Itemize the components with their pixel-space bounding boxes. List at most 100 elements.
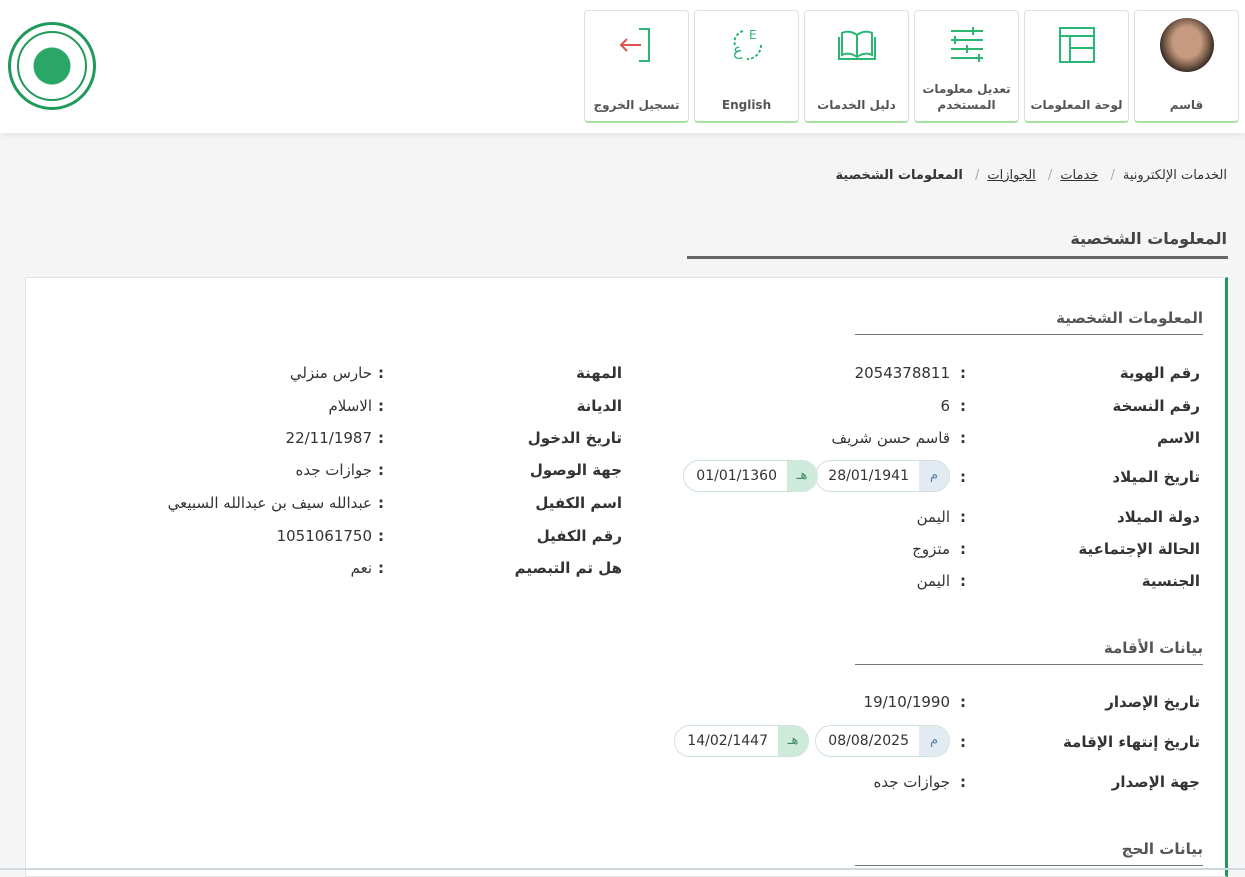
hijri-tag: هـ: [778, 726, 808, 756]
dashboard-icon: [1025, 25, 1128, 65]
colon: :: [960, 572, 966, 590]
field-label: الاسم: [1157, 429, 1200, 447]
nav-label: دليل الخدمات: [817, 98, 896, 112]
field-value: 1051061750: [276, 527, 372, 545]
colon: :: [960, 364, 966, 382]
field-value: 22/11/1987: [285, 429, 372, 447]
breadcrumb: الخدمات الإلكترونية/ خدمات/ الجوازات/ ال…: [835, 168, 1228, 183]
svg-text:ع: ع: [733, 40, 743, 60]
section-hajj-title: بيانات الحج: [855, 840, 1203, 866]
nav-button-1[interactable]: لوحة المعلومات: [1024, 10, 1129, 123]
field-label: الديانة: [576, 397, 622, 415]
section-personal-title: المعلومات الشخصية: [855, 309, 1203, 335]
field-label: اسم الكفيل: [535, 494, 622, 512]
breadcrumb-home[interactable]: الخدمات الإلكترونية: [1122, 168, 1227, 183]
field-label: رقم الهوية: [1119, 364, 1200, 382]
gregorian-date: 08/08/2025: [828, 733, 909, 749]
book-icon: [805, 25, 908, 65]
field-value: اليمن: [916, 572, 950, 590]
info-row: تاريخ الدخول:22/11/1987: [26, 426, 1225, 450]
nav-label: قاسم: [1169, 98, 1204, 112]
user-avatar: [1135, 18, 1238, 72]
field-value: نعم: [350, 559, 372, 577]
hijri-date: 14/02/1447: [687, 733, 768, 749]
field-value: 2054378811: [854, 364, 950, 382]
colon: :: [378, 461, 384, 479]
colon: :: [378, 364, 384, 382]
field-value: جوازات جده: [873, 773, 951, 791]
svg-text:E: E: [749, 28, 757, 42]
field-label: رقم النسخة: [1112, 397, 1200, 415]
colon: :: [378, 397, 384, 415]
field-value: الاسلام: [328, 397, 372, 415]
info-row: دولة الميلاد: اليمن: [26, 505, 1225, 529]
nav-button-5[interactable]: تسجيل الخروج: [584, 10, 689, 123]
page-title: المعلومات الشخصية: [1070, 229, 1227, 248]
info-row: هل تم التبصيم: نعم: [26, 556, 1225, 580]
field-label: الجنسية: [1141, 572, 1200, 590]
info-row: الاسم: قاسم حسن شريف: [26, 426, 1225, 450]
breadcrumb-current: المعلومات الشخصية: [835, 168, 963, 183]
gregorian-date-field[interactable]: م 08/08/2025: [815, 725, 950, 757]
colon: :: [960, 508, 966, 526]
footer-line: [0, 868, 1245, 870]
info-row: الحالة الإجتماعية: متزوج: [26, 537, 1225, 561]
info-row: الجنسية: اليمن: [26, 569, 1225, 593]
hijri-date: 01/01/1360: [696, 468, 777, 484]
field-value: حارس منزلي: [289, 364, 372, 382]
nav-button-0[interactable]: قاسم: [1134, 10, 1239, 123]
info-row: جهة الوصول: جوازات جده: [26, 458, 1225, 482]
sliders-icon: [915, 25, 1018, 65]
field-label: تاريخ الإصدار: [1105, 693, 1200, 711]
nav-label: تسجيل الخروج: [593, 98, 680, 112]
gregorian-date: 28/01/1941: [828, 468, 909, 484]
colon: :: [960, 733, 966, 751]
field-value: اليمن: [916, 508, 950, 526]
field-label: المهنة: [576, 364, 622, 382]
field-value: عبدالله سيف بن عبدالله السبيعي: [167, 494, 372, 512]
field-label: دولة الميلاد: [1116, 508, 1200, 526]
hijri-date-field[interactable]: هـ 14/02/1447: [674, 725, 809, 757]
field-label: رقم الكفيل: [536, 527, 622, 545]
colon: :: [960, 397, 966, 415]
info-row: تاريخ إنتهاء الإقامة: م 08/08/2025 هـ 14/02/…: [26, 725, 1225, 757]
info-row: جهة الإصدار: جوازات جده: [26, 770, 1225, 794]
colon: :: [378, 494, 384, 512]
info-row: اسم الكفيل: عبدالله سيف بن عبدالله السبيع…: [26, 491, 1225, 515]
nav-label: تعديل معلومات المستخدم: [922, 82, 1011, 112]
info-row: الديانة: الاسلام: [26, 394, 1225, 418]
info-card: المعلومات الشخصية بيانات الأقامة بيانات …: [25, 277, 1228, 877]
saudi-emblem-logo: [8, 22, 96, 110]
breadcrumb-passports[interactable]: الجوازات: [987, 168, 1036, 183]
gregorian-date-field[interactable]: م 28/01/1941: [815, 460, 950, 492]
field-label: تاريخ الميلاد: [1112, 468, 1200, 486]
nav-label: لوحة المعلومات: [1030, 98, 1123, 112]
field-label: تاريخ إنتهاء الإقامة: [1062, 733, 1200, 751]
colon: :: [378, 527, 384, 545]
info-row: رقم الكفيل:1051061750: [26, 524, 1225, 548]
nav-button-3[interactable]: دليل الخدمات: [804, 10, 909, 123]
info-row: المهنة: حارس منزلي: [26, 361, 1225, 385]
field-value: 6: [940, 397, 950, 415]
colon: :: [378, 559, 384, 577]
colon: :: [960, 540, 966, 558]
nav-label: English: [721, 98, 772, 112]
nav-button-2[interactable]: تعديل معلومات المستخدم: [914, 10, 1019, 123]
hijri-tag: هـ: [787, 461, 817, 491]
gregorian-tag: م: [919, 461, 949, 491]
field-value: جوازات جده: [295, 461, 373, 479]
field-value: 19/10/1990: [863, 693, 950, 711]
field-label: هل تم التبصيم: [514, 559, 622, 577]
section-residence-title: بيانات الأقامة: [855, 639, 1203, 665]
hijri-date-field[interactable]: هـ 01/01/1360: [683, 460, 818, 492]
field-label: جهة الإصدار: [1111, 773, 1200, 791]
breadcrumb-services[interactable]: خدمات: [1060, 168, 1099, 183]
info-row: رقم الهوية:2054378811: [26, 361, 1225, 385]
field-label: الحالة الإجتماعية: [1078, 540, 1200, 558]
gregorian-tag: م: [919, 726, 949, 756]
logout-icon: [585, 25, 688, 65]
title-underline: [687, 256, 1228, 259]
nav-button-4[interactable]: E ع English: [694, 10, 799, 123]
field-value: قاسم حسن شريف: [831, 429, 950, 447]
field-label: جهة الوصول: [529, 461, 622, 479]
